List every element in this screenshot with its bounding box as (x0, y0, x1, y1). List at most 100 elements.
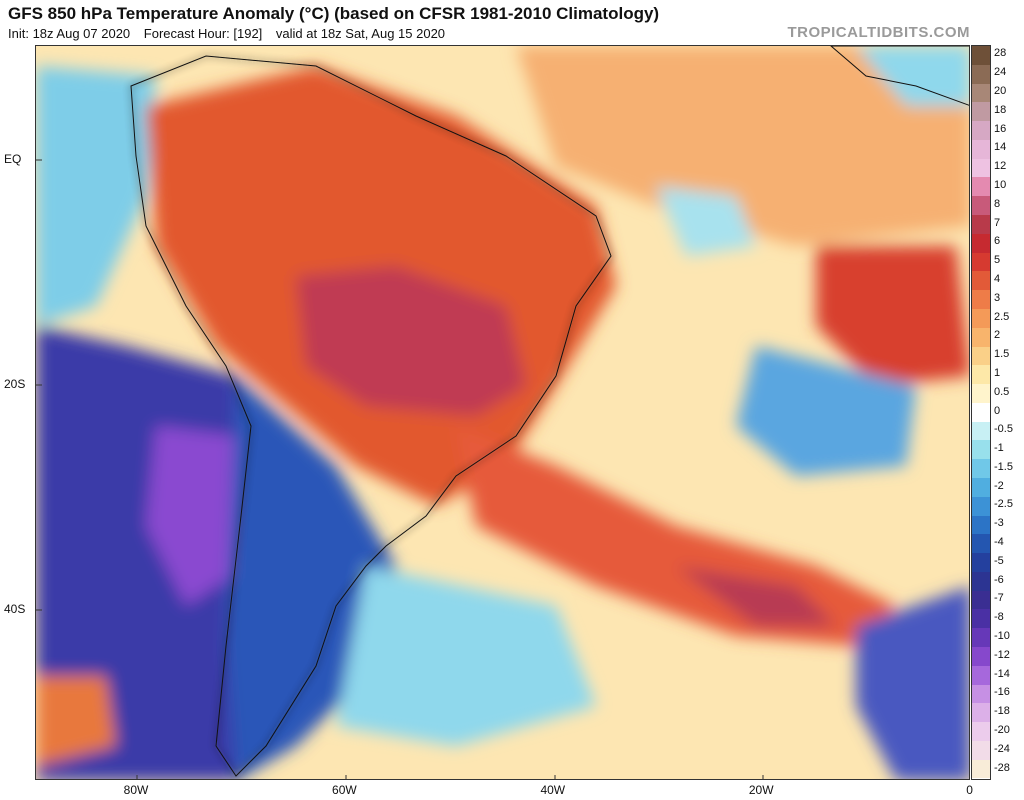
colorbar-swatch (972, 365, 990, 385)
map-canvas (36, 46, 969, 779)
colorbar-swatch (972, 290, 990, 309)
cold-anomaly-southeast (856, 586, 969, 779)
colorbar-label: -12 (994, 648, 1010, 661)
colorbar-swatch (972, 102, 990, 122)
colorbar-label: -16 (994, 686, 1010, 699)
colorbar-label: -24 (994, 742, 1010, 755)
colorbar-label: -28 (994, 761, 1010, 774)
colorbar-label: -10 (994, 630, 1010, 643)
colorbar-label: 10 (994, 178, 1007, 191)
lat-label: EQ (4, 152, 22, 166)
colorbar-swatch (972, 684, 990, 704)
valid-time: valid at 18z Sat, Aug 15 2020 (275, 26, 446, 41)
colorbar-swatch (972, 665, 990, 685)
colorbar-label: 12 (994, 160, 1007, 173)
colorbar-label: -0.5 (994, 423, 1013, 436)
colorbar-label: -18 (994, 705, 1010, 718)
colorbar-label: -2 (994, 479, 1004, 492)
south-america-coastline-sharp (130, 55, 612, 777)
colorbar-label: 2 (994, 329, 1001, 342)
cold-core-pacific (146, 426, 246, 606)
colorbar-label: 14 (994, 141, 1007, 154)
warm-anomaly-atlantic (516, 46, 969, 246)
colorbar-swatch (972, 440, 990, 460)
colorbar-label: -5 (994, 554, 1004, 567)
colorbar-swatch (972, 628, 990, 647)
cold-anomaly-pacific-north (36, 66, 156, 326)
colorbar-label: -7 (994, 592, 1004, 605)
colorbar-label: 4 (994, 272, 1001, 285)
run-info: Init: 18z Aug 07 2020 Forecast Hour: [19… (8, 26, 455, 41)
colorbar-label: -3 (994, 517, 1004, 530)
colorbar-swatch (972, 647, 990, 666)
colorbar-swatch (972, 196, 990, 216)
colorbar-swatch (972, 327, 990, 347)
colorbar-swatch (972, 177, 990, 197)
colorbar-label: 5 (994, 254, 1001, 267)
colorbar-swatch (972, 477, 990, 497)
colorbar-swatch (972, 759, 990, 779)
colorbar-label: 20 (994, 84, 1007, 97)
colorbar-label: 1.5 (994, 348, 1010, 361)
colorbar-swatch (972, 64, 990, 84)
watermark: TROPICALTIDBITS.COM (787, 24, 970, 41)
colorbar-swatch (972, 402, 990, 422)
colorbar-label: -2.5 (994, 498, 1013, 511)
colorbar-label: 6 (994, 235, 1001, 248)
colorbar-swatch (972, 703, 990, 723)
colorbar-label: 28 (994, 47, 1007, 60)
map-ticks (36, 159, 764, 779)
warm-anomaly-east-atlantic (816, 246, 969, 386)
colorbar-label: -14 (994, 667, 1010, 680)
colorbar-swatch (972, 534, 990, 554)
colorbar-label: 1 (994, 366, 1001, 379)
lon-label: 20W (748, 783, 774, 797)
colorbar-swatch (972, 740, 990, 760)
colorbar-label: -4 (994, 536, 1004, 549)
colorbar-swatch (972, 46, 990, 65)
colorbar-label: -1 (994, 442, 1004, 455)
colorbar-swatch (972, 271, 990, 291)
cool-anomaly-south-atlantic (336, 566, 596, 746)
lat-label: 40S (4, 602, 26, 616)
colorbar-label: 7 (994, 216, 1001, 229)
colorbar-swatch (972, 158, 990, 178)
colorbar-swatch (972, 83, 990, 103)
colorbar-label: 16 (994, 122, 1007, 135)
lat-label: 20S (4, 377, 26, 391)
colorbar-swatch (972, 215, 990, 234)
hot-core-brazil (296, 266, 526, 416)
warm-pocket-southwest (36, 676, 116, 766)
colorbar-swatch (972, 571, 990, 591)
colorbar-swatch (972, 722, 990, 741)
colorbar-label: 3 (994, 291, 1001, 304)
init-time: Init: 18z Aug 07 2020 (8, 26, 131, 41)
colorbar-label: -8 (994, 611, 1004, 624)
africa-coastline (830, 46, 969, 106)
forecast-hour: Forecast Hour: [192] (143, 26, 263, 41)
colorbar-label: 2.5 (994, 310, 1010, 323)
colorbar-swatch (972, 346, 990, 366)
colorbar-swatch (972, 515, 990, 535)
lon-label: 40W (540, 783, 566, 797)
colorbar-swatch (972, 252, 990, 272)
cold-pocket-north-atlantic (656, 186, 756, 256)
colorbar-label: -20 (994, 724, 1010, 736)
hot-core-south-atlantic (676, 566, 836, 626)
lon-label: 60W (332, 783, 357, 797)
colorbar-swatch (972, 553, 990, 572)
colorbar-label: -1.5 (994, 460, 1013, 473)
colorbar (971, 45, 991, 780)
colorbar-label: 24 (994, 66, 1007, 79)
colorbar-label: -6 (994, 573, 1004, 586)
colorbar-swatch (972, 459, 990, 478)
colorbar-labels: 28 24 20 18 16 14 12 10 8 7 6 5 4 3 2.5 2 1.5 1 0.5 0 -0.5 -1… (994, 45, 1024, 780)
cold-anomaly-central-atlantic (736, 346, 916, 476)
colorbar-label: 0.5 (994, 385, 1010, 398)
colorbar-swatch (972, 496, 990, 516)
colorbar-swatch (972, 233, 990, 253)
colorbar-swatch (972, 421, 990, 441)
lon-label: 0 (966, 783, 973, 797)
colorbar-label: 8 (994, 197, 1001, 210)
colorbar-swatch (972, 139, 990, 159)
